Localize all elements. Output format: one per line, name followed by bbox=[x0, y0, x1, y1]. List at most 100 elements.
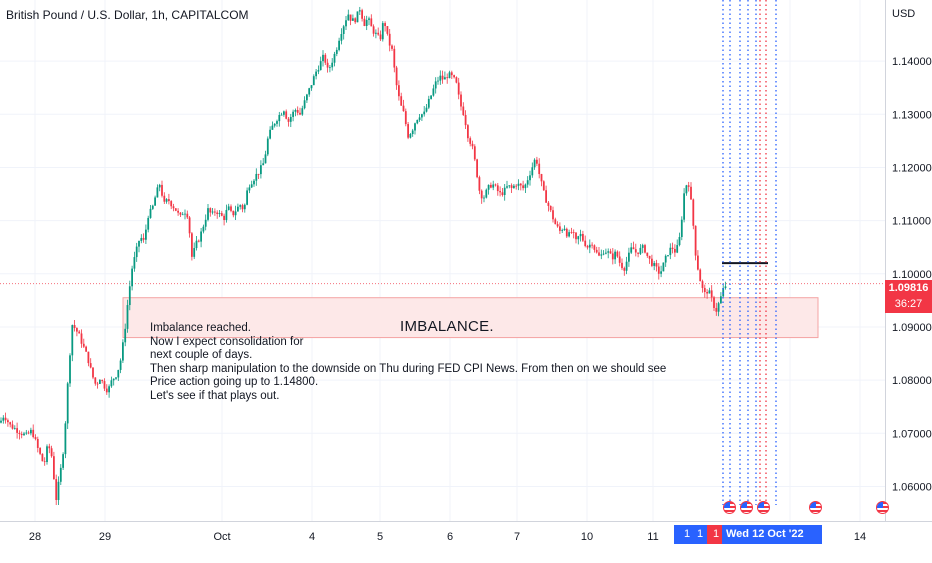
candle-body bbox=[501, 192, 504, 196]
candle-body bbox=[584, 240, 587, 247]
candle-body bbox=[149, 208, 152, 218]
candle-body bbox=[384, 23, 386, 27]
candle-body bbox=[34, 437, 37, 440]
candle-body bbox=[386, 26, 389, 34]
x-tick-label: 4 bbox=[309, 531, 315, 543]
candle-body bbox=[78, 331, 81, 334]
candle-body bbox=[356, 11, 359, 23]
candle-body bbox=[464, 115, 467, 126]
candle-body bbox=[255, 173, 258, 181]
candle-body bbox=[660, 271, 662, 274]
us-flag-icon[interactable] bbox=[740, 501, 753, 514]
candle-body bbox=[246, 190, 248, 205]
candle-body bbox=[708, 290, 711, 294]
candle-body bbox=[632, 247, 635, 250]
candle-body bbox=[628, 252, 630, 262]
us-flag-icon[interactable] bbox=[723, 501, 736, 514]
candlestick-chart[interactable]: 1.06000 1.07000 1.08000 1.09000 1.10000 1.110… bbox=[0, 0, 932, 550]
candle-body bbox=[260, 165, 262, 175]
candle-body bbox=[533, 159, 536, 168]
candle-body bbox=[202, 226, 205, 232]
candle-body bbox=[724, 286, 727, 288]
candle-body bbox=[621, 262, 623, 269]
candle-body bbox=[485, 189, 488, 198]
candle-body bbox=[430, 95, 432, 99]
candle-body bbox=[333, 53, 336, 63]
candle-body bbox=[71, 325, 74, 356]
candle-body bbox=[526, 180, 529, 185]
candle-body bbox=[393, 48, 396, 68]
candle-body bbox=[131, 268, 133, 287]
candle-body bbox=[43, 461, 46, 463]
candle-body bbox=[469, 138, 472, 144]
y-tick-label: 1.06000 bbox=[892, 481, 932, 493]
candle-body bbox=[540, 174, 543, 182]
candle-body bbox=[524, 184, 527, 189]
candle-body bbox=[648, 255, 651, 259]
candle-body bbox=[216, 212, 219, 214]
candle-body bbox=[487, 184, 490, 190]
imbalance-label[interactable]: IMBALANCE. bbox=[400, 318, 494, 335]
candle-body bbox=[57, 481, 60, 501]
candle-body bbox=[462, 106, 465, 116]
candle-body bbox=[377, 32, 380, 35]
candle-body bbox=[11, 424, 14, 429]
candle-body bbox=[391, 45, 393, 49]
candle-body bbox=[611, 253, 614, 260]
candle-body bbox=[46, 446, 48, 463]
candle-body bbox=[292, 111, 294, 117]
candle-body bbox=[289, 116, 292, 122]
candle-body bbox=[317, 70, 320, 72]
us-flag-icon[interactable] bbox=[876, 501, 889, 514]
candle-body bbox=[324, 54, 327, 63]
candle-body bbox=[285, 111, 288, 119]
candle-body bbox=[9, 422, 12, 425]
candle-body bbox=[669, 247, 672, 256]
candle-body bbox=[490, 184, 492, 188]
candle-body bbox=[381, 23, 384, 40]
candle-body bbox=[276, 121, 278, 124]
candle-body bbox=[184, 213, 186, 215]
candle-body bbox=[676, 245, 679, 253]
symbol-title[interactable]: British Pound / U.S. Dollar, 1h, CAPITAL… bbox=[6, 8, 249, 22]
candle-body bbox=[687, 185, 690, 187]
candle-body bbox=[181, 214, 184, 216]
trade-note[interactable]: Imbalance reached. Now I expect consolid… bbox=[150, 322, 667, 402]
candle-body bbox=[432, 88, 435, 96]
candle-body bbox=[398, 85, 400, 97]
candle-body bbox=[197, 240, 200, 242]
x-tick-label: 11 bbox=[647, 531, 658, 543]
candle-body bbox=[692, 199, 695, 226]
candle-body bbox=[89, 363, 92, 368]
us-flag-icon[interactable] bbox=[809, 501, 822, 514]
candle-body bbox=[207, 208, 209, 220]
candle-body bbox=[395, 67, 398, 86]
candle-body bbox=[667, 255, 669, 256]
candle-body bbox=[545, 190, 547, 203]
candle-body bbox=[138, 240, 140, 247]
candle-body bbox=[542, 181, 545, 191]
candle-body bbox=[94, 377, 97, 384]
candle-body bbox=[191, 233, 193, 257]
candle-body bbox=[646, 252, 649, 256]
candle-body bbox=[582, 233, 584, 241]
candle-body bbox=[158, 184, 161, 188]
y-tick-label: 1.07000 bbox=[892, 428, 932, 440]
imbalance-zone bbox=[122, 297, 819, 339]
candle-body bbox=[363, 18, 366, 26]
us-flag-icon[interactable] bbox=[757, 501, 770, 514]
candle-body bbox=[694, 225, 697, 256]
candle-body bbox=[165, 199, 168, 202]
candle-body bbox=[404, 111, 407, 125]
candle-body bbox=[644, 245, 646, 253]
x-tick-label: Oct bbox=[213, 531, 230, 543]
candle-body bbox=[722, 287, 725, 297]
currency-label[interactable]: USD bbox=[892, 8, 916, 20]
y-tick-label: 1.08000 bbox=[892, 375, 932, 387]
candle-body bbox=[680, 219, 683, 238]
candle-body bbox=[140, 237, 143, 241]
candle-body bbox=[600, 254, 603, 256]
candle-body bbox=[310, 85, 313, 89]
candle-body bbox=[517, 183, 520, 186]
candle-body bbox=[513, 185, 515, 188]
